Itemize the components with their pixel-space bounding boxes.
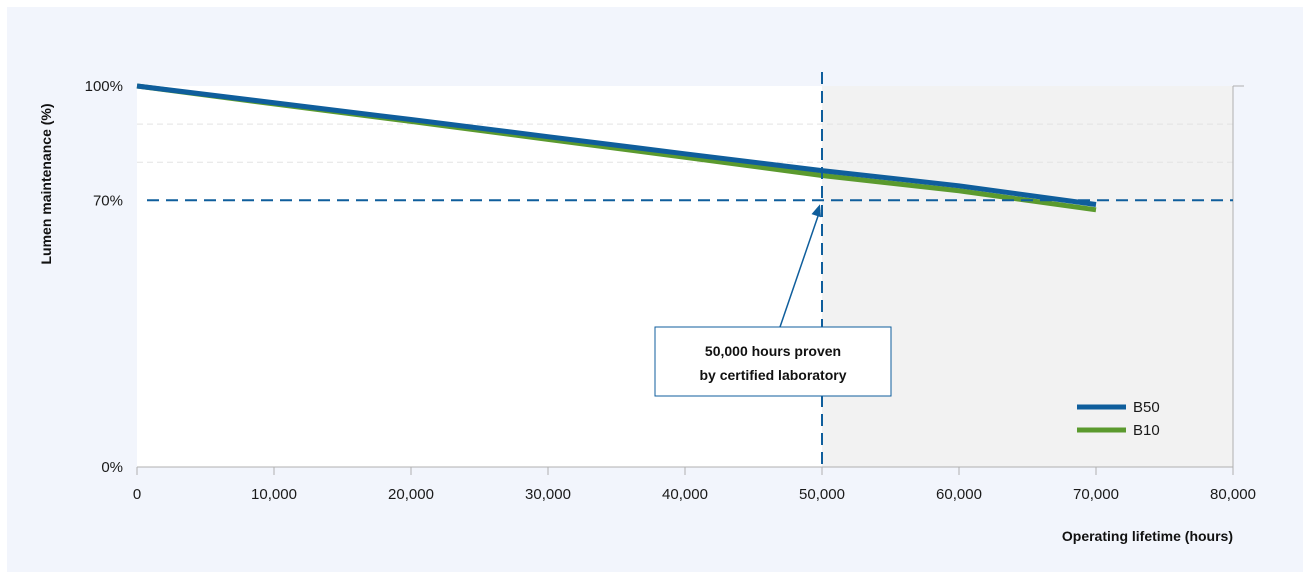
annotation-box: [654, 326, 892, 397]
x-tick-label: 30,000: [525, 486, 571, 503]
x-tick-label: 50,000: [799, 486, 845, 503]
x-tick-label: 0: [133, 486, 141, 503]
x-tick-label: 40,000: [662, 486, 708, 503]
annotation-text-line2: by certified laboratory: [699, 367, 846, 383]
x-axis-title: Operating lifetime (hours): [1062, 528, 1233, 544]
x-tick-label: 70,000: [1073, 486, 1119, 503]
x-tick-label: 10,000: [251, 486, 297, 503]
series-line-b50: [136, 83, 1097, 207]
x-tick-label: 60,000: [936, 486, 982, 503]
x-tick-label: 20,000: [388, 486, 434, 503]
annotation-arrowhead: [811, 204, 822, 218]
y-tick-label: 100%: [85, 78, 123, 95]
annotation-text-line1: 50,000 hours proven: [705, 343, 841, 359]
legend-label-b10: B10: [1133, 422, 1160, 439]
legend-label-b50: B50: [1133, 399, 1160, 416]
x-tick-label: 80,000: [1210, 486, 1256, 503]
y-tick-label: 70%: [93, 192, 123, 209]
untested-region-shading: [822, 86, 1233, 467]
annotation-arrow: [779, 210, 821, 328]
y-axis-title: Lumen maintenance (%): [38, 103, 54, 264]
y-tick-label: 0%: [101, 459, 123, 476]
